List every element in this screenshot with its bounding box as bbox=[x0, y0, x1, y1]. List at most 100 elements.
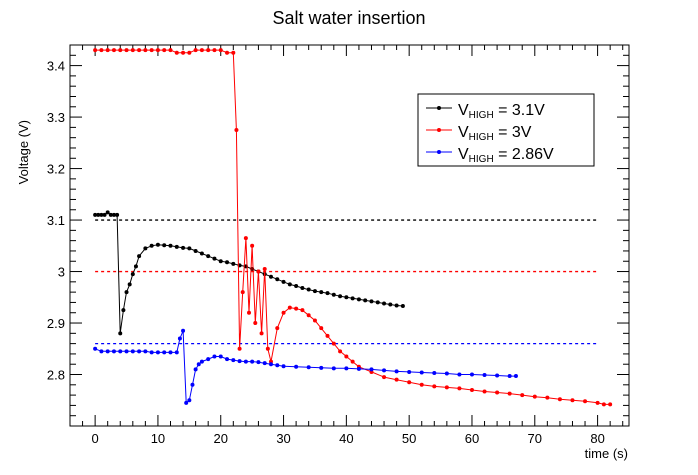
data-point bbox=[268, 274, 273, 279]
data-point bbox=[105, 210, 110, 215]
data-point bbox=[331, 341, 336, 346]
data-point bbox=[206, 357, 211, 362]
data-point bbox=[137, 349, 142, 354]
data-point bbox=[281, 310, 286, 315]
data-point bbox=[482, 389, 487, 394]
legend-value: = 3.1V bbox=[494, 102, 545, 119]
data-point bbox=[137, 254, 142, 259]
data-point bbox=[319, 365, 324, 370]
data-point bbox=[247, 310, 252, 315]
data-point bbox=[143, 246, 148, 251]
data-point bbox=[149, 350, 154, 355]
data-point bbox=[306, 287, 311, 292]
data-point bbox=[181, 50, 186, 55]
data-point bbox=[177, 336, 182, 341]
legend-value: = 3V bbox=[494, 124, 532, 141]
data-point bbox=[212, 354, 217, 359]
data-point bbox=[240, 290, 245, 295]
data-point bbox=[557, 397, 562, 402]
data-point bbox=[281, 279, 286, 284]
data-point bbox=[287, 282, 292, 287]
data-point bbox=[225, 357, 230, 362]
data-point bbox=[350, 359, 355, 364]
data-point bbox=[457, 372, 462, 377]
data-point bbox=[369, 367, 374, 372]
data-point bbox=[275, 277, 280, 282]
data-point bbox=[419, 382, 424, 387]
data-point bbox=[149, 243, 154, 248]
data-point bbox=[300, 308, 305, 313]
data-point bbox=[168, 243, 173, 248]
data-point bbox=[250, 243, 255, 248]
data-point bbox=[608, 402, 613, 407]
data-point bbox=[294, 364, 299, 369]
data-point bbox=[99, 212, 104, 217]
data-point bbox=[262, 361, 267, 366]
legend-entry: VHIGH = 3.1V bbox=[458, 102, 545, 121]
data-point bbox=[375, 300, 380, 305]
data-point bbox=[507, 374, 512, 379]
data-point bbox=[124, 290, 129, 295]
data-point bbox=[225, 50, 230, 55]
data-point bbox=[162, 243, 167, 248]
y-tick-label: 3.4 bbox=[47, 59, 65, 74]
data-point bbox=[259, 331, 264, 336]
data-point bbox=[432, 370, 437, 375]
data-point bbox=[513, 374, 518, 379]
data-point bbox=[281, 364, 286, 369]
data-point bbox=[356, 297, 361, 302]
data-point bbox=[419, 370, 424, 375]
y-tick-label: 3.3 bbox=[47, 110, 65, 125]
data-point bbox=[275, 363, 280, 368]
data-point bbox=[102, 212, 107, 217]
data-point bbox=[105, 48, 110, 53]
data-point bbox=[394, 377, 399, 382]
legend-entry: VHIGH = 2.86V bbox=[458, 146, 554, 165]
data-point bbox=[400, 304, 405, 309]
data-point bbox=[193, 48, 198, 53]
data-point bbox=[520, 393, 525, 398]
data-point bbox=[127, 282, 132, 287]
series-line bbox=[94, 330, 516, 404]
data-point bbox=[174, 244, 179, 249]
data-point bbox=[212, 256, 217, 261]
data-point bbox=[196, 362, 201, 367]
data-point bbox=[382, 375, 387, 380]
data-point bbox=[174, 50, 179, 55]
data-point bbox=[306, 365, 311, 370]
legend-main: V bbox=[458, 146, 469, 163]
plot-frame bbox=[69, 44, 630, 427]
data-point bbox=[168, 48, 173, 53]
data-point bbox=[130, 349, 135, 354]
data-point bbox=[130, 48, 135, 53]
x-tick-label: 60 bbox=[465, 431, 479, 446]
data-point bbox=[234, 127, 239, 132]
data-point bbox=[218, 259, 223, 264]
data-point bbox=[495, 373, 500, 378]
legend-marker bbox=[437, 150, 441, 154]
data-point bbox=[105, 349, 110, 354]
data-point bbox=[124, 349, 129, 354]
data-point bbox=[363, 298, 368, 303]
y-tick-label: 3.1 bbox=[47, 213, 65, 228]
series-line bbox=[95, 49, 611, 405]
data-point bbox=[93, 212, 98, 217]
data-point bbox=[231, 50, 236, 55]
data-point bbox=[570, 398, 575, 403]
data-point bbox=[231, 358, 236, 363]
data-point bbox=[149, 48, 154, 53]
data-point bbox=[294, 306, 299, 311]
data-point bbox=[482, 373, 487, 378]
data-point bbox=[407, 380, 412, 385]
data-point bbox=[350, 296, 355, 301]
data-point bbox=[111, 212, 116, 217]
y-tick-label: 3.2 bbox=[47, 162, 65, 177]
data-point bbox=[93, 48, 98, 53]
data-point bbox=[193, 367, 198, 372]
data-point bbox=[469, 372, 474, 377]
data-point bbox=[325, 333, 330, 338]
data-point bbox=[137, 48, 142, 53]
data-point bbox=[93, 346, 98, 351]
data-point bbox=[319, 290, 324, 295]
